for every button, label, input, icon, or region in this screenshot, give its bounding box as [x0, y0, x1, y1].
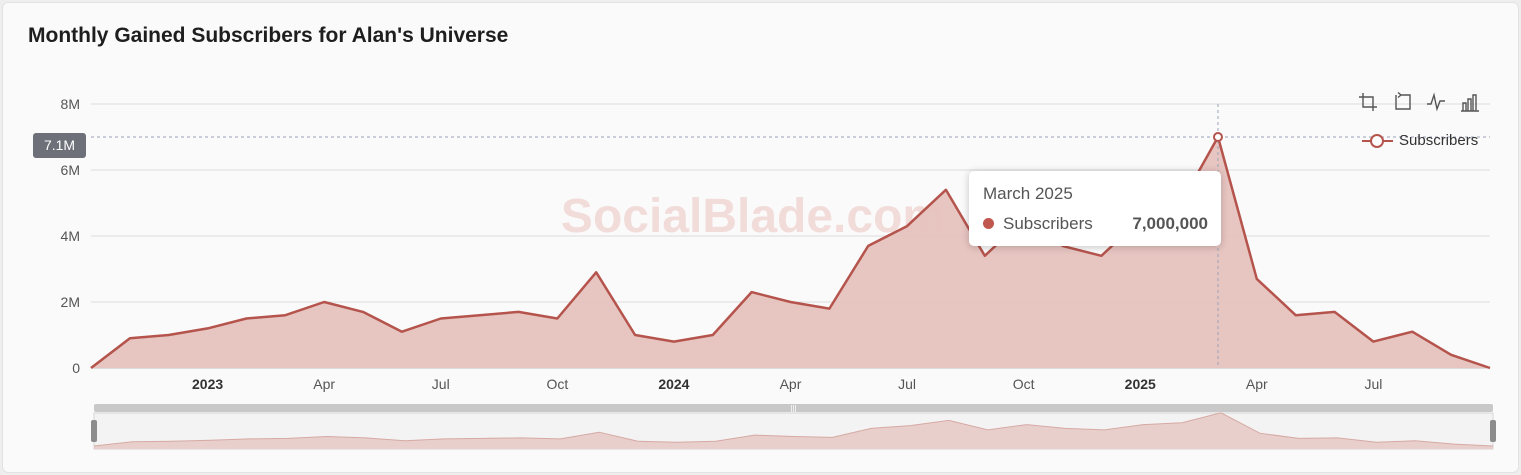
zoom-handle-right[interactable] — [1490, 420, 1496, 442]
y-tick-label: 6M — [61, 162, 80, 178]
y-tick-label: 2M — [61, 294, 80, 310]
y-tick-label: 0 — [72, 360, 80, 376]
x-tick-label: 2023 — [192, 376, 223, 392]
y-axis-labels: 0 2M 4M 6M 8M — [61, 96, 81, 376]
legend-marker-icon — [1362, 134, 1393, 148]
zoom-preview-line — [93, 412, 1494, 447]
zoom-preview-area — [94, 412, 1493, 449]
line-chart-icon[interactable] — [1426, 92, 1446, 112]
tooltip-value: 7,000,000 — [1132, 214, 1208, 233]
axis-pointer-label: 7.1M — [33, 133, 86, 158]
x-tick-label: Oct — [1013, 376, 1035, 392]
x-tick-label: 2024 — [658, 376, 689, 392]
highlight-point — [1212, 132, 1223, 142]
chart-title: Monthly Gained Subscribers for Alan's Un… — [28, 24, 509, 47]
bar-chart-icon[interactable] — [1460, 92, 1480, 112]
tooltip-title: March 2025 — [983, 184, 1073, 203]
series-area — [91, 137, 1490, 368]
zoom-grip-icon: ||| — [790, 404, 796, 413]
y-tick-label: 8M — [61, 96, 80, 112]
tooltip: March 2025 Subscribers 7,000,000 — [969, 171, 1221, 246]
zoom-top-bar — [94, 404, 1493, 412]
zoom-select-icon[interactable] — [1358, 92, 1378, 112]
x-tick-label: 2025 — [1125, 376, 1156, 392]
x-tick-label: Jul — [898, 376, 916, 392]
x-tick-label: Jul — [1364, 376, 1382, 392]
series-line — [90, 135, 1491, 370]
y-tick-label: 4M — [61, 228, 80, 244]
x-tick-label: Jul — [432, 376, 450, 392]
watermark: SocialBlade.com — [561, 190, 945, 243]
zoom-handle-left[interactable] — [91, 420, 97, 442]
toolbox — [1358, 92, 1483, 114]
x-axis-labels: 2023 Apr Jul Oct 2024 Apr Jul Oct 2025 Apr Jul — [192, 376, 1382, 392]
tooltip-series-name: Subscribers — [1003, 214, 1093, 233]
x-tick-label: Apr — [1246, 376, 1268, 392]
tooltip-series-dot — [983, 218, 994, 229]
x-tick-label: Oct — [546, 376, 568, 392]
x-tick-label: Apr — [780, 376, 802, 392]
legend-label: Subscribers — [1399, 132, 1479, 149]
zoom-reset-icon[interactable] — [1392, 92, 1412, 112]
data-zoom-slider[interactable]: ||| — [91, 404, 1496, 450]
x-tick-label: Apr — [313, 376, 335, 392]
